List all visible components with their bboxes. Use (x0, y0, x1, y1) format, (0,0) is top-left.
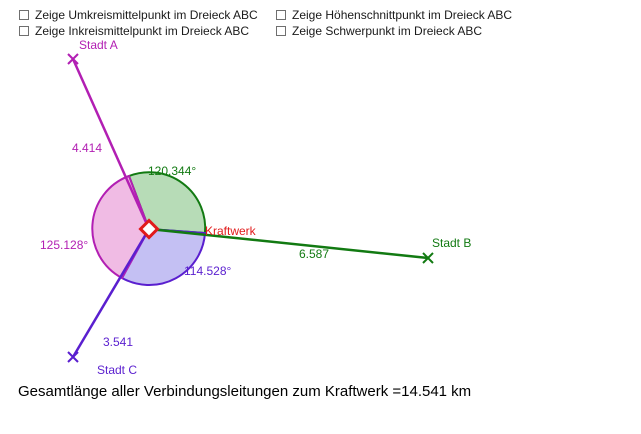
segment-a-length: 4.414 (72, 141, 102, 155)
city-b-marker[interactable] (422, 252, 434, 264)
checkbox-orthocenter-label: Zeige Höhenschnittpunkt im Dreieck ABC (292, 8, 513, 22)
city-b-label: Stadt B (432, 236, 471, 250)
city-a-marker[interactable] (67, 53, 79, 65)
city-c-label: Stadt C (97, 363, 137, 377)
segment-b[interactable] (148, 227, 429, 260)
angle-sector-bc (120, 227, 207, 287)
segment-a[interactable] (71, 58, 151, 230)
checkbox-circumcenter[interactable]: Zeige Umkreismittelpunkt im Dreieck ABC (19, 8, 258, 22)
checkbox-centroid-box[interactable] (276, 26, 286, 36)
angle-ab-label: 120.344° (148, 164, 196, 178)
checkbox-circumcenter-label: Zeige Umkreismittelpunkt im Dreieck ABC (35, 8, 258, 22)
checkbox-incenter[interactable]: Zeige Inkreismittelpunkt im Dreieck ABC (19, 24, 249, 38)
power-plant-label: Kraftwerk (205, 224, 257, 238)
geometry-canvas[interactable]: Stadt A Stadt B Stadt C Kraftwerk 4.414 … (0, 0, 641, 380)
city-c-marker[interactable] (67, 351, 79, 363)
checkbox-orthocenter-box[interactable] (276, 10, 286, 20)
total-length-text: Gesamtlänge aller Verbindungsleitungen z… (18, 383, 472, 400)
segment-c-length: 3.541 (103, 335, 133, 349)
segment-b-length: 6.587 (299, 247, 329, 261)
checkbox-circumcenter-box[interactable] (19, 10, 29, 20)
checkbox-centroid-label: Zeige Schwerpunkt im Dreieck ABC (292, 24, 483, 38)
angle-ca-label: 125.128° (40, 238, 88, 252)
power-plant-marker[interactable] (138, 218, 160, 240)
city-a-label: Stadt A (79, 38, 118, 52)
checkbox-centroid[interactable]: Zeige Schwerpunkt im Dreieck ABC (276, 24, 482, 38)
checkbox-orthocenter[interactable]: Zeige Höhenschnittpunkt im Dreieck ABC (276, 8, 512, 22)
checkbox-incenter-box[interactable] (19, 26, 29, 36)
checkbox-incenter-label: Zeige Inkreismittelpunkt im Dreieck ABC (35, 24, 250, 38)
segment-c[interactable] (71, 228, 151, 358)
angle-sector-ab (127, 171, 207, 235)
angle-bc-label: 114.528° (184, 264, 231, 278)
